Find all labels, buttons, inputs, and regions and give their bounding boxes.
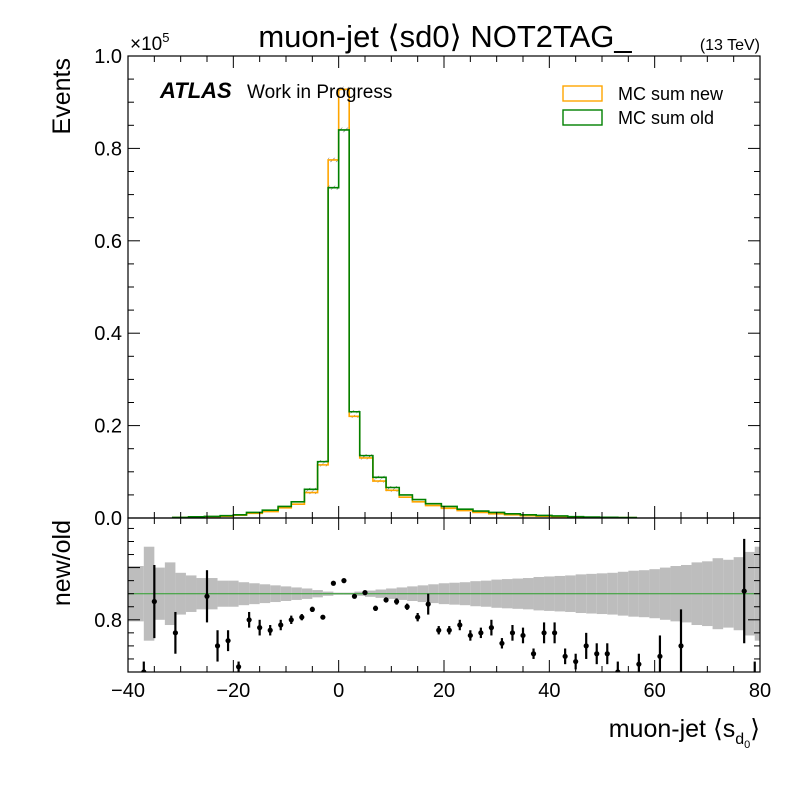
ratio-point bbox=[436, 627, 442, 633]
ratio-point bbox=[573, 658, 579, 665]
ratio-point bbox=[172, 630, 178, 636]
ratio-point bbox=[499, 640, 505, 646]
histogram-layer bbox=[171, 86, 638, 518]
x-tick-label: 80 bbox=[749, 680, 771, 702]
ratio-point bbox=[362, 590, 368, 596]
ratio-axis-ticks bbox=[127, 518, 761, 673]
ratio-point bbox=[320, 614, 326, 620]
ratio-point bbox=[478, 630, 484, 636]
ratio-point bbox=[657, 653, 663, 659]
ratio-point bbox=[246, 617, 252, 623]
ratio-point bbox=[183, 690, 188, 695]
series-mc-sum-old bbox=[171, 129, 638, 518]
legend-swatch-old bbox=[562, 109, 603, 126]
x-tick-label: 20 bbox=[433, 680, 455, 702]
ratio-point bbox=[351, 593, 358, 599]
ratio-point bbox=[488, 625, 494, 631]
y-axis-label-events: Events bbox=[48, 58, 76, 134]
x-tick-labels: −40 −20 0 20 40 60 80 bbox=[111, 680, 771, 702]
ratio-point bbox=[541, 630, 547, 636]
ratio-panel: 0.8 −40 −20 0 20 40 60 80 new/old muon-jet ⟨sd… bbox=[48, 517, 771, 751]
ratio-point bbox=[530, 651, 537, 657]
ratio-point bbox=[288, 617, 294, 623]
ratio-point bbox=[457, 622, 463, 628]
y-tick-label: 0.8 bbox=[94, 138, 122, 160]
chart-title: muon-jet ⟨sd0⟩ NOT2TAG_ bbox=[258, 19, 632, 54]
ratio-point bbox=[299, 614, 305, 620]
ratio-point bbox=[372, 605, 379, 611]
x-tick-label: 60 bbox=[644, 680, 666, 702]
ratio-point bbox=[741, 588, 747, 594]
y-tick-label: 0.2 bbox=[94, 416, 122, 438]
legend-swatch-new bbox=[562, 85, 603, 102]
x-tick-label: 0 bbox=[333, 680, 344, 702]
ratio-point bbox=[257, 625, 263, 631]
x-tick-label: 40 bbox=[538, 680, 560, 702]
ratio-point bbox=[425, 601, 431, 607]
main-axis-ticks bbox=[127, 55, 761, 519]
ratio-point bbox=[204, 593, 210, 599]
x-tick-label: −40 bbox=[111, 680, 145, 702]
legend-label-old: MC sum old bbox=[618, 108, 714, 128]
ratio-point bbox=[446, 627, 452, 633]
ratio-point bbox=[678, 643, 684, 649]
ratio-point bbox=[309, 606, 315, 612]
y-tick-label: 1.0 bbox=[94, 46, 122, 68]
ratio-point bbox=[236, 664, 242, 670]
ratio-point bbox=[467, 632, 473, 639]
ratio-point bbox=[404, 604, 410, 610]
legend: MC sum new MC sum old bbox=[562, 84, 724, 128]
y-multiplier: ×105 bbox=[130, 30, 169, 55]
ratio-point bbox=[151, 598, 157, 605]
main-panel: 0.0 0.2 0.4 0.6 0.8 1.0 ×105 Events ATLAS Wor… bbox=[48, 30, 761, 530]
atlas-label: ATLAS bbox=[159, 78, 232, 103]
atlas-sublabel: Work in Progress bbox=[247, 82, 392, 103]
ratio-point bbox=[520, 632, 526, 639]
ratio-points bbox=[141, 538, 756, 695]
y-tick-label: 0.6 bbox=[94, 231, 122, 253]
ratio-point bbox=[214, 643, 221, 649]
series-mc-sum-new bbox=[171, 88, 638, 518]
ratio-point bbox=[615, 669, 621, 672]
ratio-point bbox=[594, 651, 600, 657]
y-tick-label: 0.0 bbox=[94, 508, 122, 530]
legend-label-new: MC sum new bbox=[618, 84, 724, 104]
ratio-point bbox=[383, 597, 389, 603]
ratio-point bbox=[509, 630, 516, 636]
x-tick-label: −20 bbox=[216, 680, 250, 702]
main-y-tick-labels: 0.0 0.2 0.4 0.6 0.8 1.0 bbox=[94, 46, 122, 530]
y-axis-label-ratio: new/old bbox=[48, 520, 76, 606]
ratio-point bbox=[267, 627, 273, 633]
ratio-point bbox=[415, 614, 421, 620]
ratio-point bbox=[341, 578, 347, 584]
ratio-point bbox=[562, 653, 568, 659]
ratio-point bbox=[141, 669, 147, 672]
y-tick-label: 0.4 bbox=[94, 323, 122, 345]
ratio-point bbox=[604, 651, 610, 657]
x-axis-label: muon-jet ⟨sd0⟩ bbox=[609, 715, 760, 751]
energy-label: (13 TeV) bbox=[700, 37, 760, 54]
ratio-point bbox=[278, 622, 284, 628]
ratio-point bbox=[225, 638, 231, 644]
ratio-point bbox=[394, 598, 400, 605]
ratio-point bbox=[330, 580, 336, 586]
ratio-y-tick-labels: 0.8 bbox=[94, 610, 122, 632]
ratio-point bbox=[583, 643, 589, 649]
ratio-point bbox=[636, 661, 642, 667]
y-tick-label: 0.8 bbox=[94, 610, 122, 632]
ratio-point bbox=[552, 630, 558, 636]
